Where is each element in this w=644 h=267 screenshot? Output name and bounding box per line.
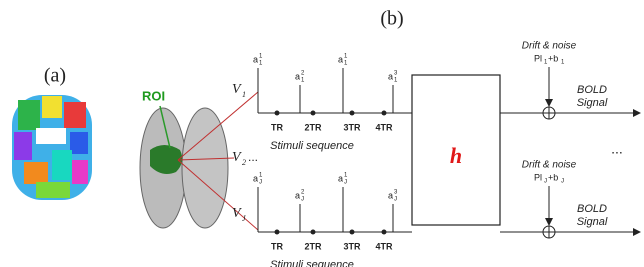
signal-label: Signal [577,216,608,228]
formula-sub: 1 [561,60,565,66]
voxel-sub: J [242,214,246,223]
formula-sub: J [544,179,547,185]
tick-label: 2TR [304,122,322,132]
stick-label: a [388,190,393,200]
panel-label: (a) [44,65,66,87]
tick-label: TR [271,241,283,251]
stick-sub: J [301,197,304,203]
formula: +b [548,53,558,63]
tick-dot [382,111,387,116]
signal-label: BOLD [577,84,607,96]
tick-dot [275,230,280,235]
tick-label: 3TR [343,122,361,132]
stick-sub: J [344,180,347,186]
tick-label: 4TR [375,241,393,251]
stick-label: a [295,71,300,81]
sequence-caption: Stimuli sequence [270,259,354,267]
stick-label: a [253,54,258,64]
stick-sup: 2 [301,190,305,196]
stick-sub: 1 [301,78,305,84]
tick-label: 3TR [343,241,361,251]
ellipsis: ... [611,141,623,157]
voxel-label: V [232,150,242,165]
hrf-label: h [450,143,462,168]
voxel-label: V [232,206,242,221]
tick-dot [275,111,280,116]
noise-title: Drift & noise [522,160,577,171]
formula-sub: J [561,179,564,185]
voxel-sub: 1 [242,90,246,99]
tick-label: 4TR [375,122,393,132]
noise-title: Drift & noise [522,41,577,52]
tick-label: TR [271,122,283,132]
tick-dot [311,111,316,116]
roi-label: ROI [142,88,165,103]
voxel-label: V [232,82,242,97]
tick-label: 2TR [304,241,322,251]
stick-sup: 2 [301,71,305,77]
stick-sub: 1 [344,61,348,67]
stick-label: a [338,173,343,183]
sequence-caption: Stimuli sequence [270,140,354,152]
stick-label: a [388,71,393,81]
formula: Pl [534,53,542,63]
stick-sub: 1 [394,78,398,84]
stick-sub: 1 [259,61,263,67]
tick-dot [350,230,355,235]
brain [140,106,228,228]
stick-sub: J [259,180,262,186]
stick-sub: J [394,197,397,203]
panel-label: (b) [380,8,403,30]
stick-label: a [295,190,300,200]
voxel-suffix: ... [248,150,258,164]
stick-label: a [338,54,343,64]
tick-dot [382,230,387,235]
stick-sup: 1 [259,54,263,60]
stick-sup: 1 [344,173,348,179]
stick-sup: 3 [394,71,398,77]
stick-label: a [253,173,258,183]
formula: +b [548,172,558,182]
signal-label: Signal [577,97,608,109]
signal-label: BOLD [577,203,607,215]
formula: Pl [534,172,542,182]
voxel-sub: 2 [242,158,246,167]
stick-sup: 3 [394,190,398,196]
tick-dot [311,230,316,235]
stick-sup: 1 [344,54,348,60]
tick-dot [350,111,355,116]
figure: (a) (b) ROI h ... V1V2...VJa11a21a11a31T… [0,0,644,267]
brain-slice [12,95,92,200]
stick-sup: 1 [259,173,263,179]
